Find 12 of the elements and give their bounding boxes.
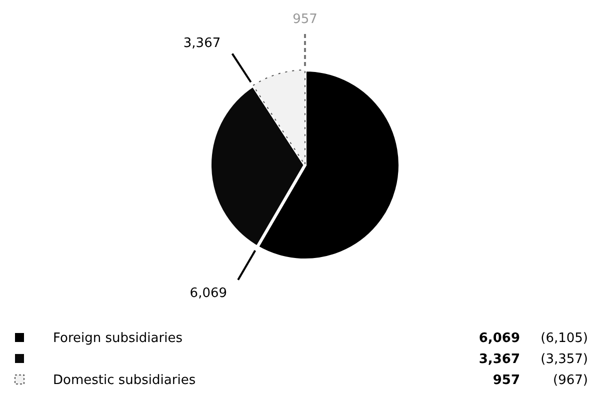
data-label: 957: [292, 12, 318, 27]
text: 6,069: [478, 331, 520, 346]
data-label: 6,069: [190, 286, 228, 302]
legend-label: Domestic subsidiaries: [53, 373, 196, 388]
text: 957: [492, 373, 520, 388]
legend-label: Foreign subsidiaries: [53, 331, 183, 346]
pie-slice: [252, 70, 306, 166]
text: (3,357): [540, 352, 588, 367]
text: (967): [553, 373, 588, 388]
data-label: 3,367: [183, 36, 221, 51]
text: 3,367: [478, 352, 520, 367]
text: (6,105): [540, 331, 588, 346]
